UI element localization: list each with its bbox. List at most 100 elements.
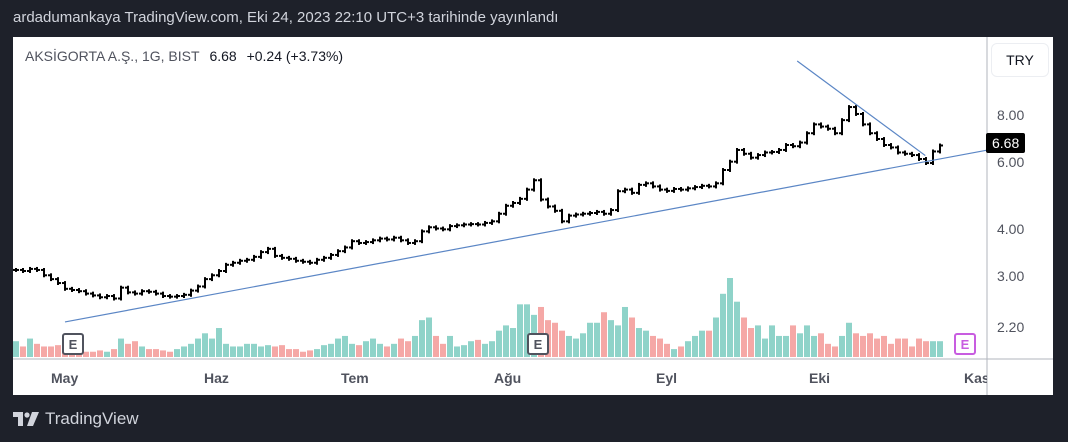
price-bar — [90, 291, 96, 298]
volume-bar — [629, 317, 635, 357]
price-bar — [426, 225, 432, 234]
price-bar — [111, 294, 117, 301]
price-bar — [685, 186, 691, 192]
price-bar — [34, 266, 40, 272]
volume-bar — [146, 349, 152, 357]
price-bar — [55, 277, 61, 286]
volume-bar — [566, 335, 572, 357]
price-bar — [727, 159, 733, 172]
price-bar — [916, 153, 922, 161]
price-bar — [538, 178, 544, 202]
volume-bar — [300, 351, 306, 357]
volume-bar — [216, 328, 222, 357]
volume-bar — [804, 325, 810, 357]
volume-bar — [279, 345, 285, 357]
price-bar — [657, 184, 663, 192]
volume-bar — [251, 343, 257, 357]
price-bar — [790, 143, 796, 149]
price-bar — [132, 290, 138, 296]
price-bar — [314, 257, 320, 265]
volume-bar — [734, 301, 740, 357]
volume-bar — [244, 343, 250, 357]
volume-bar — [650, 335, 656, 357]
volume-bar — [517, 304, 523, 357]
price-bar — [118, 285, 124, 301]
price-bar — [741, 147, 747, 156]
earnings-marker[interactable]: E — [527, 333, 549, 355]
volume-bar — [790, 325, 796, 357]
volume-bar — [608, 320, 614, 357]
volume-bar — [377, 343, 383, 357]
volume-bar — [811, 335, 817, 357]
chart-canvas[interactable] — [13, 37, 1053, 395]
published-line: ardadumankaya TradingView.com, Eki 24, 2… — [13, 9, 559, 26]
volume-bar — [328, 343, 334, 357]
volume-bar — [398, 338, 404, 357]
price-bar — [272, 246, 278, 258]
price-bar — [706, 183, 712, 189]
price-bar — [125, 285, 131, 295]
volume-bar — [888, 343, 894, 357]
price-bar — [580, 211, 586, 217]
tradingview-logo[interactable]: TradingView — [13, 409, 139, 429]
volume-bar — [818, 333, 824, 357]
price-bar — [104, 294, 110, 300]
y-tick-label: 2.20 — [997, 319, 1025, 335]
price-bar — [692, 185, 698, 191]
volume-bar — [419, 320, 425, 357]
price-bar — [447, 224, 453, 232]
volume-bar — [160, 350, 166, 357]
price-bar — [678, 187, 684, 192]
currency-button[interactable]: TRY — [991, 43, 1049, 77]
price-bar — [853, 105, 859, 116]
price-bar — [202, 277, 208, 289]
volume-bar — [713, 317, 719, 357]
volume-bar — [433, 335, 439, 357]
price-bar — [769, 150, 775, 155]
price-bar — [874, 131, 880, 141]
volume-bar — [601, 312, 607, 357]
brand-name: TradingView — [45, 409, 139, 428]
volume-bar — [181, 346, 187, 357]
volume-bar — [916, 338, 922, 357]
earnings-marker-upcoming[interactable]: E — [954, 333, 976, 355]
volume-bar — [720, 293, 726, 357]
volume-bar — [195, 338, 201, 357]
price-bar — [440, 226, 446, 232]
volume-bar — [321, 345, 327, 357]
volume-bar — [706, 330, 712, 357]
volume-bar — [783, 335, 789, 357]
volume-bar — [496, 330, 502, 357]
price-bar — [475, 222, 481, 227]
volume-bar — [524, 304, 530, 357]
volume-bar — [657, 338, 663, 357]
price-bar — [48, 273, 54, 282]
price-bar — [97, 293, 103, 300]
volume-bar — [384, 346, 390, 357]
volume-bar — [454, 346, 460, 357]
volume-bar — [41, 346, 47, 357]
price-bar — [363, 240, 369, 245]
volume-bar — [685, 341, 691, 357]
symbol-name[interactable]: AKSİGORTA A.Ş., 1G, BIST — [25, 48, 200, 64]
chart-panel[interactable]: AKSİGORTA A.Ş., 1G, BIST 6.68 +0.24 (+3.… — [13, 37, 1053, 395]
volume-bar — [118, 338, 124, 357]
price-bar — [27, 266, 33, 273]
price-bar — [188, 288, 194, 297]
price-bar — [244, 257, 250, 263]
price-bar — [895, 145, 901, 155]
volume-bar — [223, 343, 229, 357]
price-bar — [755, 153, 761, 160]
price-bar — [405, 238, 411, 245]
change-value: +0.24 (+3.73%) — [246, 48, 344, 64]
price-bar — [748, 151, 754, 160]
earnings-marker[interactable]: E — [62, 333, 84, 355]
price-bar — [461, 222, 467, 228]
price-bar — [762, 150, 768, 158]
volume-bar — [671, 349, 677, 357]
price-bar — [195, 284, 201, 293]
x-tick-label: May — [51, 370, 79, 386]
volume-bar — [699, 330, 705, 357]
price-bar — [251, 254, 257, 262]
price-bar — [300, 258, 306, 264]
